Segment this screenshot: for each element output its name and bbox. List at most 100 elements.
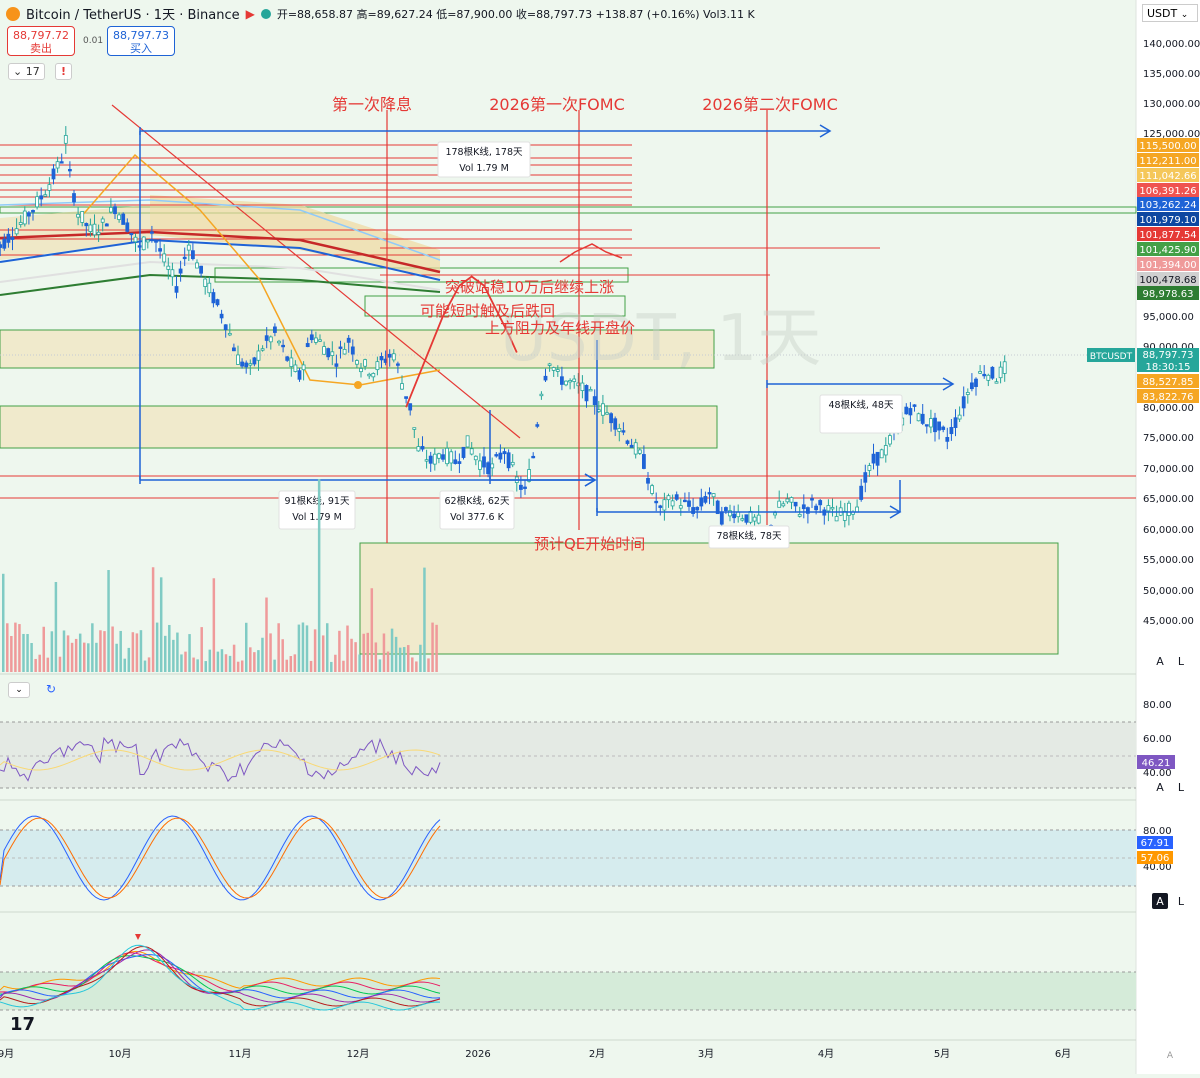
volume-bar <box>394 636 398 672</box>
volume-bar <box>135 633 139 672</box>
range-info-box <box>437 141 531 178</box>
price-candle <box>318 339 322 342</box>
price-candle <box>281 344 286 348</box>
price-candle <box>195 262 199 269</box>
price-candle <box>68 169 72 172</box>
price-candle <box>268 336 273 343</box>
stoch-d-tag <box>1137 851 1173 864</box>
stoch-k-tag <box>1137 836 1173 849</box>
range-arrow-head <box>819 124 832 138</box>
projection-candle <box>937 421 941 431</box>
rsi-tick: 80.00 <box>1143 700 1172 711</box>
rsi-band <box>0 722 1136 788</box>
time-axis-label: 11月 <box>229 1048 252 1060</box>
currency-select[interactable]: USDT ⌄ <box>1142 4 1198 22</box>
price-tick: 90,000.00 <box>1143 342 1194 353</box>
projection-candle <box>609 413 613 424</box>
projection-candle <box>662 499 667 511</box>
price-level-tag-text: 111,042.66 <box>1139 171 1196 182</box>
price-level-tag-text: 103,262.24 <box>1139 200 1196 211</box>
symbol-title[interactable]: Bitcoin / TetherUS · 1天 · Binance <box>26 8 240 23</box>
volume-bar <box>374 642 378 672</box>
volume-bar <box>334 654 337 672</box>
stoch-d-line <box>0 817 441 899</box>
price-level-tag-text: 98,978.63 <box>1143 289 1194 300</box>
indicator-count: 17 <box>25 65 40 78</box>
price-tick: 65,000.00 <box>1143 494 1194 505</box>
price-candle <box>22 210 27 225</box>
tradingview-logo: 17 <box>10 1014 36 1035</box>
refresh-icon[interactable]: ↻ <box>46 682 57 696</box>
price-candle <box>166 265 171 270</box>
volume-bar <box>204 661 207 672</box>
projection-candle <box>666 495 671 501</box>
price-candle <box>174 286 179 293</box>
price-candle <box>190 250 195 260</box>
volume-bar <box>30 643 33 672</box>
countdown-timer: 18:30:15 <box>1146 362 1191 373</box>
price-candle <box>342 349 347 355</box>
price-tick: 140,000.00 <box>1143 39 1200 50</box>
volume-bar <box>390 628 394 672</box>
price-tick: 60,000.00 <box>1143 525 1194 536</box>
price-candle <box>227 332 232 336</box>
price-candle <box>96 231 101 235</box>
volume-bar <box>123 658 126 672</box>
price-level-tag <box>1137 389 1199 403</box>
projection-candle <box>834 516 839 522</box>
projection-candle <box>646 477 650 484</box>
price-candle <box>199 265 204 274</box>
projection-candle <box>568 380 572 383</box>
volume-bar <box>317 479 321 672</box>
moving-average-line <box>0 230 441 274</box>
rsi-signal-line <box>0 749 441 771</box>
projection-candle <box>449 451 454 464</box>
chart-watermark: USDT, 1天 <box>500 302 821 376</box>
projection-candle <box>670 500 675 507</box>
flag-icon[interactable]: ▶ <box>245 6 255 21</box>
volume-bar <box>159 577 163 672</box>
support-zone <box>0 405 718 449</box>
projection-candle <box>871 453 876 464</box>
volume-bar <box>281 639 284 672</box>
price-tick: 70,000.00 <box>1143 464 1194 475</box>
projection-candle <box>888 435 892 445</box>
price-candle <box>322 346 327 355</box>
buy-button[interactable]: 88,797.73 买入 <box>107 26 175 56</box>
projection-candle <box>797 513 802 517</box>
rsi-tick: 60.00 <box>1143 734 1172 745</box>
scenario-branch <box>559 243 623 263</box>
projection-candle <box>519 484 523 490</box>
projection-candle <box>633 442 638 455</box>
volume-bar <box>95 642 98 672</box>
projection-candle <box>412 427 417 430</box>
indicator-collapse-button[interactable]: ⌄ <box>8 682 30 698</box>
sell-price: 88,797.72 <box>13 29 69 42</box>
volume-bar <box>305 625 309 672</box>
indicator-band <box>0 972 1136 1010</box>
price-candle <box>367 373 372 377</box>
volume-bar <box>240 660 244 672</box>
indicator-line <box>0 952 441 993</box>
projection-candle <box>781 503 786 507</box>
price-candle <box>80 211 85 223</box>
projection-candle <box>588 389 593 392</box>
projection-candle <box>699 497 704 507</box>
projection-candle <box>424 459 429 462</box>
projection-candle <box>801 504 806 510</box>
projection-candle <box>756 514 761 524</box>
volume-bar <box>139 630 143 672</box>
price-candle <box>186 244 191 251</box>
price-level-tag <box>1137 197 1199 211</box>
projection-candle <box>572 378 577 382</box>
indicator-toggle[interactable]: ⌄ 17 <box>8 63 45 80</box>
volume-bar <box>180 654 183 672</box>
projection-candle <box>687 500 691 507</box>
time-axis-label: 9月 <box>0 1048 14 1060</box>
volume-bar <box>423 567 426 672</box>
alert-icon[interactable]: ! <box>55 63 72 80</box>
sell-button[interactable]: 88,797.72 卖出 <box>7 26 75 56</box>
volume-bar <box>10 636 13 672</box>
